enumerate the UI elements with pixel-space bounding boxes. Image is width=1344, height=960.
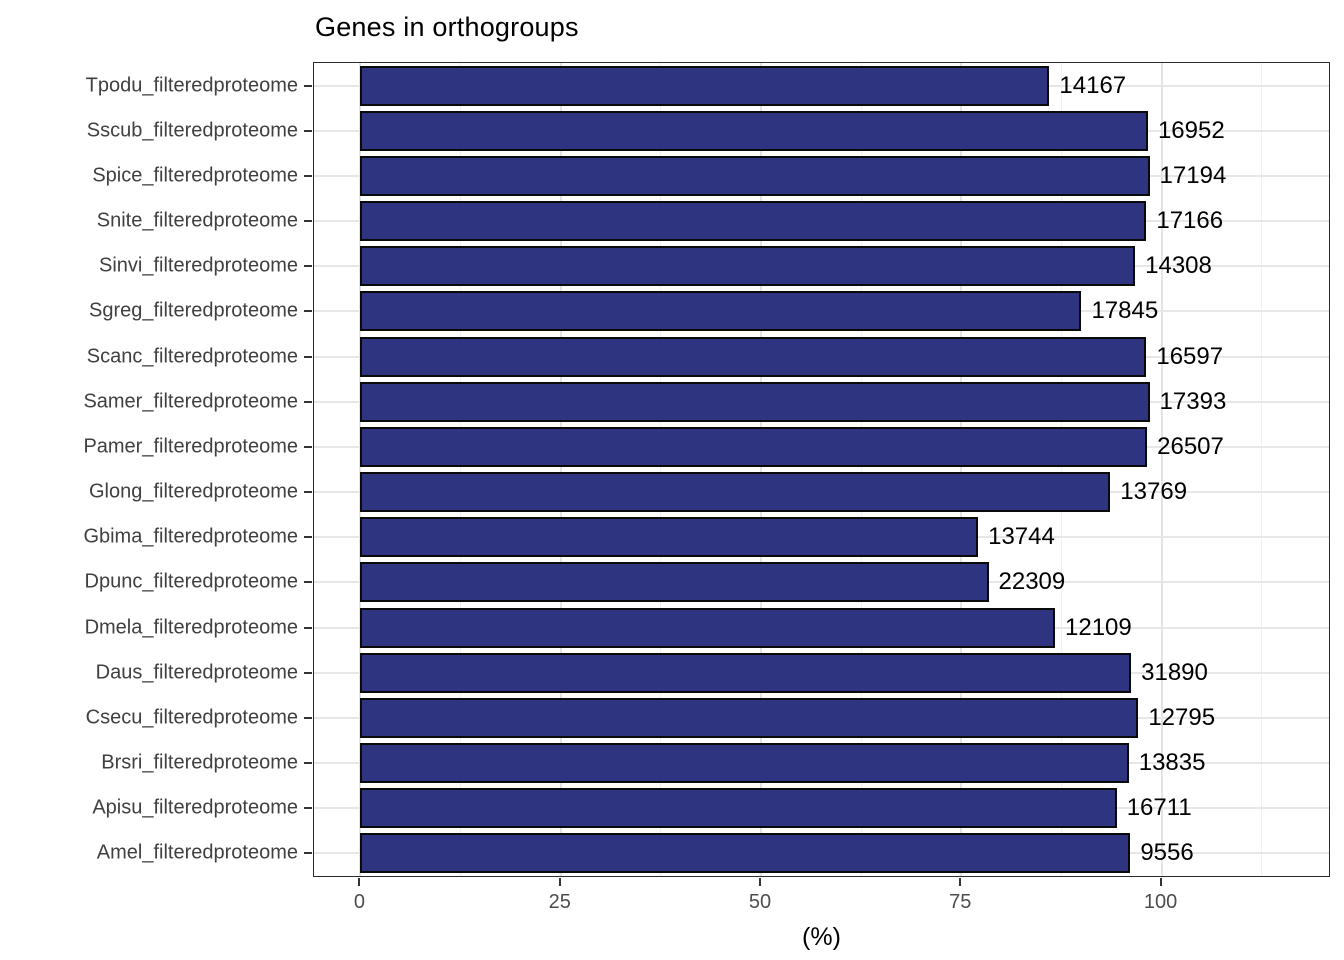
y-tick-label-Amel_filteredproteome: Amel_filteredproteome [96, 841, 298, 864]
bar-value-label: 22309 [998, 568, 1066, 596]
plot-panel: 14167 16952 17194 17166 14308 17845 16597 17393… [313, 62, 1330, 877]
y-tick-mark [304, 220, 312, 223]
y-tick-mark [304, 174, 312, 177]
x-tick-mark [959, 878, 962, 886]
y-tick-label-Sscub_filteredproteome: Sscub_filteredproteome [86, 119, 298, 142]
x-tick-mark [358, 878, 361, 886]
x-major-gridline [960, 63, 963, 876]
bar-Brsri_filteredproteome [360, 743, 1129, 784]
bar-value-label: 17194 [1159, 161, 1227, 189]
x-tick-label: 25 [548, 891, 571, 913]
bar-value-label: 13835 [1138, 749, 1206, 777]
y-tick-mark [304, 491, 312, 494]
y-tick-mark [304, 445, 312, 448]
x-major-gridline [559, 63, 562, 876]
bar-Scanc_filteredproteome [360, 336, 1147, 377]
bar-Spice_filteredproteome [360, 155, 1150, 196]
y-tick-mark [304, 310, 312, 313]
y-tick-mark [304, 762, 312, 765]
bar-value-label: 13769 [1120, 478, 1188, 506]
y-tick-label-Snite_filteredproteome: Snite_filteredproteome [96, 209, 298, 232]
bar-Amel_filteredproteome [360, 833, 1131, 874]
bar-value-label: 12109 [1065, 613, 1132, 641]
bar-value-label: 17166 [1156, 207, 1224, 235]
chart-title: Genes in orthogroups [315, 12, 579, 42]
y-tick-mark [304, 355, 312, 358]
x-minor-gridline [1060, 63, 1062, 876]
y-tick-mark [304, 807, 312, 810]
x-axis: (%) 0 25 50 75 100 [313, 878, 1330, 960]
y-tick-label-Spice_filteredproteome: Spice_filteredproteome [92, 164, 298, 187]
bar-value-label: 26507 [1157, 432, 1224, 460]
y-tick-label-Sgreg_filteredproteome: Sgreg_filteredproteome [88, 299, 298, 322]
y-tick-mark [304, 84, 312, 87]
bar-Gbima_filteredproteome [360, 517, 979, 558]
x-tick-mark [558, 878, 561, 886]
y-axis: Tpodu_filteredproteome Sscub_filteredprot… [0, 62, 313, 877]
y-tick-label-Dpunc_filteredproteome: Dpunc_filteredproteome [84, 570, 298, 593]
bar-value-label: 16952 [1157, 116, 1225, 144]
bar-value-label: 16597 [1156, 342, 1224, 370]
x-tick-label: 50 [748, 891, 772, 913]
bar-Pamer_filteredproteome [360, 426, 1148, 467]
y-tick-mark [304, 536, 312, 539]
bar-value-label: 13744 [988, 523, 1055, 551]
y-tick-mark [304, 852, 312, 855]
x-tick-label: 100 [1143, 891, 1178, 913]
bar-Csecu_filteredproteome [360, 697, 1139, 738]
x-tick-label: 0 [353, 891, 366, 913]
y-tick-label-Apisu_filteredproteome: Apisu_filteredproteome [92, 796, 298, 819]
x-axis-title: (%) [802, 923, 841, 951]
y-tick-label-Glong_filteredproteome: Glong_filteredproteome [88, 480, 298, 503]
y-tick-mark [304, 400, 312, 403]
bar-value-label: 17845 [1091, 297, 1159, 325]
bar-Sscub_filteredproteome [360, 110, 1148, 151]
y-tick-label-Csecu_filteredproteome: Csecu_filteredproteome [85, 706, 298, 729]
bar-Sinvi_filteredproteome [360, 246, 1136, 287]
x-minor-gridline [860, 63, 862, 876]
x-tick-label: 75 [949, 891, 972, 913]
x-minor-gridline [1261, 63, 1263, 876]
y-tick-label-Brsri_filteredproteome: Brsri_filteredproteome [101, 751, 298, 774]
y-tick-label-Dmela_filteredproteome: Dmela_filteredproteome [84, 616, 298, 639]
y-tick-mark [304, 581, 312, 584]
y-tick-mark [304, 626, 312, 629]
x-major-gridline [760, 63, 763, 876]
bar-value-label: 12795 [1148, 703, 1216, 731]
bar-Snite_filteredproteome [360, 201, 1147, 242]
bar-Tpodu_filteredproteome [360, 65, 1050, 106]
bar-value-label: 16711 [1126, 794, 1192, 822]
bar-Dpunc_filteredproteome [360, 562, 989, 603]
bar-Dmela_filteredproteome [360, 607, 1055, 648]
y-tick-mark [304, 129, 312, 132]
y-tick-label-Pamer_filteredproteome: Pamer_filteredproteome [83, 435, 298, 458]
y-tick-label-Scanc_filteredproteome: Scanc_filteredproteome [86, 345, 298, 368]
bar-Samer_filteredproteome [360, 381, 1150, 422]
y-tick-label-Tpodu_filteredproteome: Tpodu_filteredproteome [85, 74, 298, 97]
x-major-gridline [1160, 63, 1163, 876]
y-tick-label-Sinvi_filteredproteome: Sinvi_filteredproteome [99, 254, 298, 277]
bar-value-label: 14308 [1145, 252, 1212, 280]
y-tick-mark [304, 671, 312, 674]
x-minor-gridline [660, 63, 662, 876]
bar-value-label: 9556 [1140, 839, 1194, 867]
bar-Sgreg_filteredproteome [360, 291, 1082, 332]
x-major-gridline [359, 63, 362, 876]
plot-panel-inner: 14167 16952 17194 17166 14308 17845 16597 17393… [314, 63, 1329, 876]
y-tick-mark [304, 265, 312, 268]
y-tick-label-Daus_filteredproteome: Daus_filteredproteome [95, 661, 298, 684]
x-tick-mark [759, 878, 762, 886]
bar-Apisu_filteredproteome [360, 788, 1117, 829]
bar-Glong_filteredproteome [360, 472, 1111, 513]
x-tick-mark [1159, 878, 1162, 886]
x-minor-gridline [460, 63, 462, 876]
bar-value-label: 14167 [1059, 71, 1127, 99]
y-tick-label-Samer_filteredproteome: Samer_filteredproteome [83, 390, 298, 413]
bar-Daus_filteredproteome [360, 652, 1132, 693]
bar-value-label: 17393 [1159, 387, 1227, 415]
y-tick-mark [304, 716, 312, 719]
bar-value-label: 31890 [1141, 658, 1208, 686]
y-tick-label-Gbima_filteredproteome: Gbima_filteredproteome [83, 525, 298, 548]
